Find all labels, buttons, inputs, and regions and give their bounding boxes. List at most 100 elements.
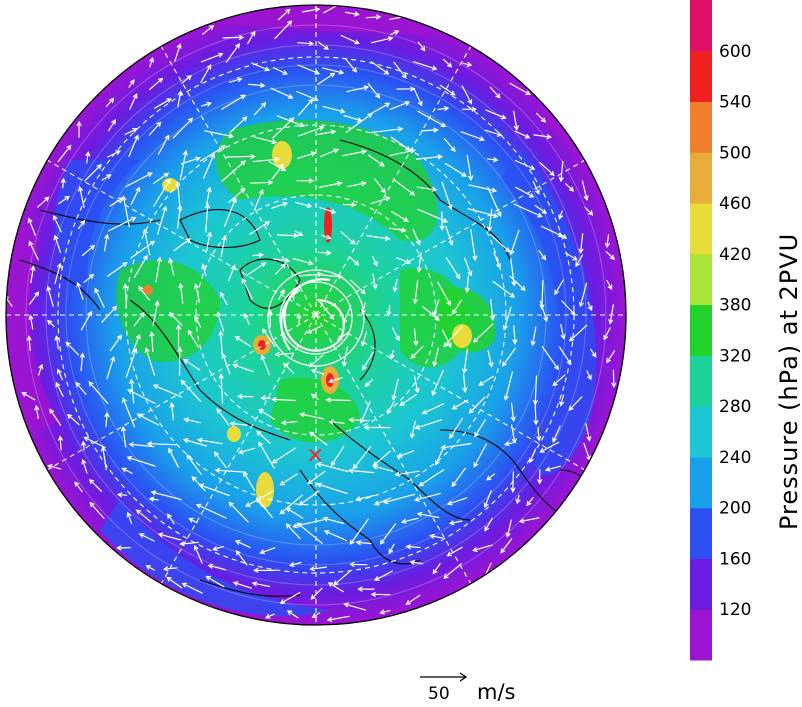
wind-arrow (608, 304, 614, 325)
wind-arrow (186, 454, 202, 475)
wind-arrow (130, 240, 156, 259)
wind-arrow (121, 195, 130, 228)
colorbar-swatch (690, 253, 712, 306)
wind-arrow (295, 201, 313, 208)
wind-arrow (379, 523, 396, 545)
wind-arrow (157, 532, 182, 541)
wind-arrow (605, 251, 616, 260)
wind-arrow (322, 106, 346, 114)
wind-arrow (467, 208, 499, 218)
wind-arrow (363, 424, 391, 430)
wind-arrow (468, 396, 486, 414)
high-pressure-spots (143, 141, 472, 508)
wind-arrow (344, 58, 358, 73)
wind-arrow (127, 389, 156, 404)
wind-arrow (245, 490, 274, 507)
wind-arrow (311, 612, 321, 618)
wind-arrow (271, 447, 296, 464)
wind-arrow (461, 85, 473, 105)
wind-arrow (452, 299, 462, 315)
wind-arrow (420, 127, 439, 133)
wind-arrow (509, 82, 531, 96)
wind-arrow (273, 67, 288, 75)
wind-arrow (234, 336, 251, 347)
wind-arrow (325, 397, 351, 403)
wind-arrow (448, 520, 463, 526)
colorbar: 120 160 200 240 280 320 380 420 460 500 540 600 Pre… (690, 0, 802, 661)
wind-arrow (179, 149, 188, 181)
colorbar-swatch (690, 152, 712, 204)
wind-arrow (21, 392, 36, 401)
wind-arrow (146, 441, 177, 447)
wind-arrow (318, 181, 343, 188)
wind-arrow (89, 501, 105, 519)
wind-arrow (445, 225, 454, 246)
wind-arrow (228, 187, 246, 203)
wind-arrow (421, 403, 444, 415)
wind-arrow (285, 523, 301, 540)
wind-arrow (298, 125, 325, 137)
wind-arrow (54, 262, 62, 284)
colorbar-tick-label: 320 (719, 346, 751, 366)
wind-arrow (216, 408, 230, 426)
wind-arrow (400, 517, 419, 524)
wind-arrow (365, 14, 382, 20)
wind-arrow (129, 378, 135, 404)
wind-arrow (279, 473, 298, 486)
wind-arrow (372, 464, 393, 472)
wind-arrow (514, 159, 536, 170)
wind-arrow (252, 157, 281, 163)
wind-arrow (446, 497, 468, 506)
wind-arrow (177, 346, 183, 376)
wind-arrow (168, 447, 179, 468)
wind-arrow (536, 112, 547, 123)
wind-arrow (167, 513, 175, 525)
wind-arrow (468, 184, 498, 193)
wind-arrow (225, 42, 241, 63)
wind-arrow (195, 503, 227, 519)
wind-arrow (316, 462, 349, 473)
colorbar-tick-label: 240 (719, 448, 751, 468)
wind-arrow (501, 347, 516, 367)
wind-arrow (414, 492, 441, 502)
wind-arrow (228, 77, 243, 83)
wind-arrow (30, 265, 36, 284)
wind-arrow (148, 121, 162, 136)
wind-arrow (440, 443, 472, 450)
wind-arrow (145, 565, 155, 571)
wind-arrow (180, 379, 202, 402)
wind-arrow (565, 183, 575, 192)
wind-arrow (107, 216, 137, 232)
wind-arrow (149, 77, 164, 90)
wind-arrow (199, 145, 227, 162)
wind-arrow (371, 102, 391, 114)
wind-arrow (317, 129, 337, 136)
wind-arrow (53, 234, 61, 253)
wind-arrow (443, 138, 456, 153)
wind-arrow (191, 475, 206, 492)
wind-arrow (505, 519, 512, 539)
wind-arrow (462, 373, 468, 393)
wind-arrow (101, 305, 118, 323)
colorbar-labels: 120 160 200 240 280 320 380 420 460 500 540 600 (719, 42, 751, 620)
wind-arrow (316, 482, 348, 495)
wind-arrow (138, 533, 155, 542)
wind-arrow (409, 560, 424, 565)
wind-arrow (392, 178, 416, 196)
wind-arrow (432, 562, 441, 575)
wind-arrow (205, 231, 212, 253)
wind-arrow (121, 425, 127, 448)
wind-arrow (530, 326, 537, 347)
wind-arrow (473, 443, 487, 468)
colorbar-tick-label: 420 (719, 245, 751, 265)
mid-pressure-region (100, 500, 330, 617)
wind-arrow (330, 445, 345, 467)
wind-arrow (241, 277, 253, 300)
wind-arrow (296, 313, 302, 325)
wind-arrow (60, 177, 66, 189)
wind-arrow (138, 285, 150, 301)
wind-arrow (259, 547, 276, 555)
wind-arrow (128, 134, 139, 158)
wind-arrow (297, 151, 317, 159)
wind-arrow (390, 30, 400, 35)
